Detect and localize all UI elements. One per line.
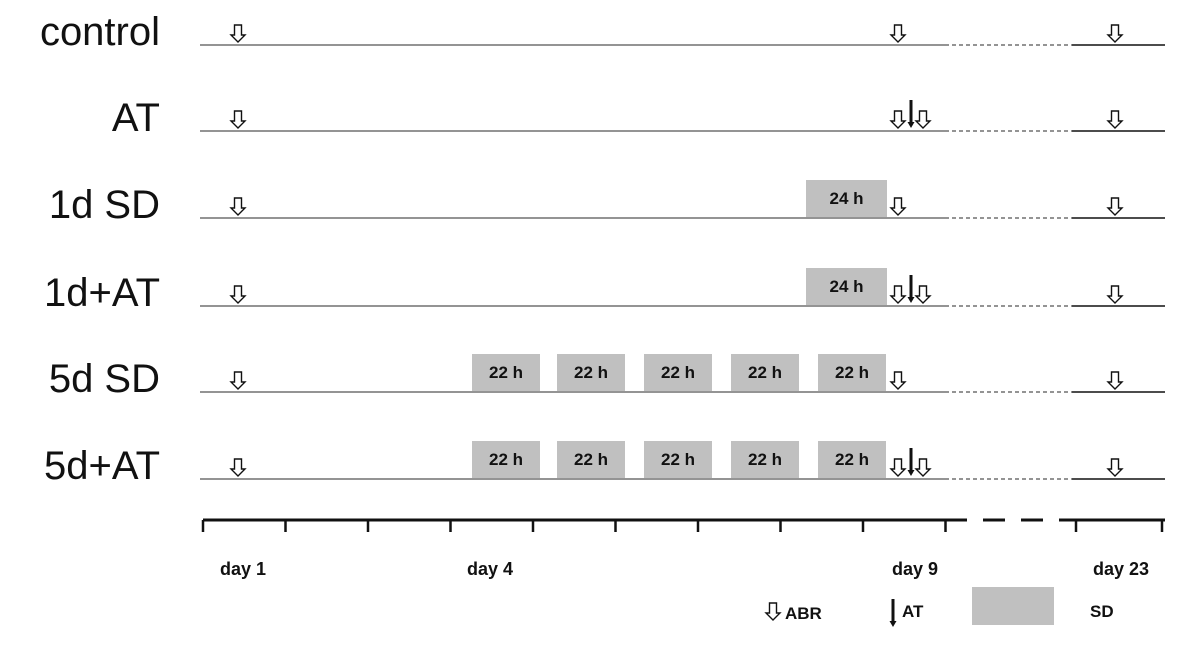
sd-block-label: 22 h (661, 363, 695, 382)
sd-block: 22 h (644, 441, 712, 478)
sd-block: 22 h (644, 354, 712, 391)
sd-block-label: 22 h (835, 363, 869, 382)
sd-block-label: 24 h (829, 189, 863, 208)
abr-arrow-icon (229, 110, 247, 129)
sd-block: 22 h (557, 441, 625, 478)
legend-sd-label: SD (1090, 602, 1114, 621)
abr-arrow-icon (914, 458, 932, 477)
abr-arrow-icon (229, 197, 247, 216)
sd-block: 24 h (806, 180, 887, 217)
timeline-row: 5d SD 22 h 22 h 22 h 22 h 22 h (49, 354, 1165, 401)
abr-arrow-icon (1106, 458, 1124, 477)
legend-at-icon (889, 599, 897, 627)
abr-arrow-icon (889, 371, 907, 390)
sd-block: 24 h (806, 268, 887, 305)
abr-arrow-icon (1106, 24, 1124, 43)
row-label: 1d SD (49, 183, 160, 227)
abr-arrow-icon (229, 458, 247, 477)
abr-arrow-icon (889, 285, 907, 304)
sd-block: 22 h (818, 354, 886, 391)
sd-block: 22 h (731, 354, 799, 391)
abr-arrow-icon (914, 110, 932, 129)
axis-tick-label: day 23 (1093, 559, 1149, 579)
timeline-axis: day 1 day 4 day 9 day 23 (201, 518, 1165, 579)
legend-sd-swatch (972, 587, 1054, 625)
sd-block: 22 h (731, 441, 799, 478)
abr-arrow-icon (229, 371, 247, 390)
axis-tick-label: day 4 (467, 559, 513, 579)
sd-block-label: 22 h (835, 450, 869, 469)
timeline-row: 1d+AT 24 h (44, 268, 1165, 315)
abr-arrow-icon (889, 458, 907, 477)
sd-block: 22 h (818, 441, 886, 478)
timeline-row: 5d+AT 22 h 22 h 22 h 22 h 22 h (44, 441, 1165, 488)
at-arrow-icon (907, 448, 915, 476)
abr-arrow-icon (889, 197, 907, 216)
abr-arrow-icon (1106, 110, 1124, 129)
sd-block-label: 22 h (489, 363, 523, 382)
abr-arrow-icon (914, 285, 932, 304)
rows-layer: control AT 1d SD 24 h 1d+AT 24 h 5d SD 22 h 22 h… (40, 10, 1165, 488)
row-label: control (40, 10, 160, 54)
sd-block: 22 h (472, 441, 540, 478)
abr-arrow-icon (889, 110, 907, 129)
legend: ABR AT SD (764, 587, 1114, 627)
sd-block-label: 22 h (748, 363, 782, 382)
abr-arrow-icon (229, 285, 247, 304)
timeline-row: control (40, 10, 1165, 54)
legend-at-arrow-icon (889, 599, 897, 627)
timeline-row: AT (112, 96, 1165, 140)
abr-arrow-icon (1106, 371, 1124, 390)
sd-block-label: 22 h (661, 450, 695, 469)
legend-abr-icon (764, 602, 782, 621)
sd-block-label: 22 h (748, 450, 782, 469)
sd-block: 22 h (472, 354, 540, 391)
sd-block: 22 h (557, 354, 625, 391)
sd-block-label: 22 h (489, 450, 523, 469)
abr-arrow-icon (1106, 197, 1124, 216)
abr-arrow-icon (229, 24, 247, 43)
abr-arrow-icon (889, 24, 907, 43)
row-label: 1d+AT (44, 271, 160, 315)
abr-arrow-icon (1106, 285, 1124, 304)
row-label: AT (112, 96, 160, 140)
legend-abr-label: ABR (785, 604, 822, 623)
legend-abr-arrow-icon (764, 602, 782, 621)
axis-tick-label: day 1 (220, 559, 266, 579)
row-label: 5d SD (49, 357, 160, 401)
sd-block-label: 22 h (574, 450, 608, 469)
sd-block-label: 22 h (574, 363, 608, 382)
row-label: 5d+AT (44, 444, 160, 488)
at-arrow-icon (907, 100, 915, 128)
sd-block-label: 24 h (829, 277, 863, 296)
legend-at-label: AT (902, 602, 924, 621)
timeline-row: 1d SD 24 h (49, 180, 1165, 227)
at-arrow-icon (907, 275, 915, 303)
axis-tick-label: day 9 (892, 559, 938, 579)
